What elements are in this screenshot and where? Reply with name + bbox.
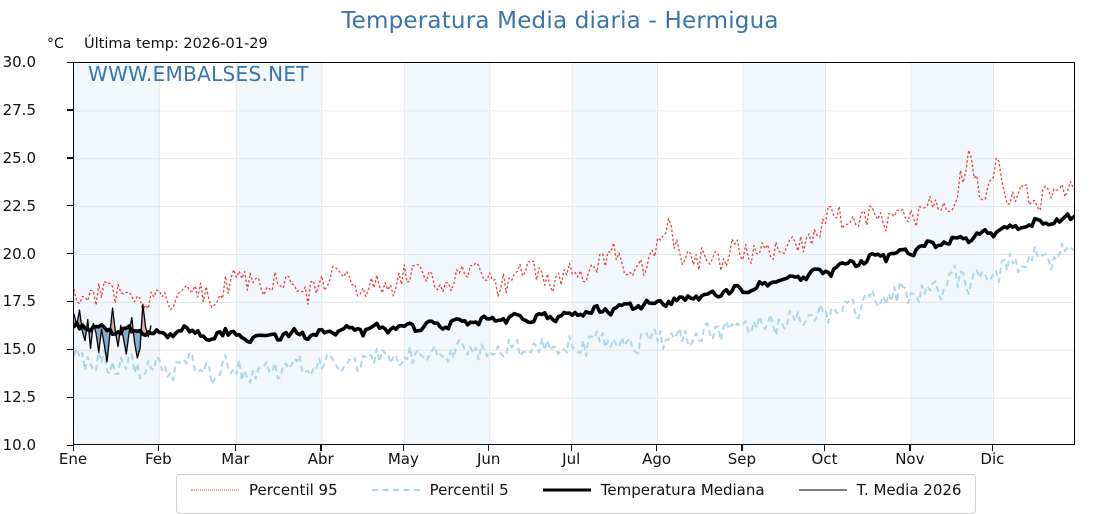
series-t-media-2026 (74, 303, 152, 363)
media-2026-line-icon (798, 483, 847, 497)
legend-label: Temperatura Mediana (600, 481, 765, 499)
x-axis-tick-label: Ago (642, 450, 672, 468)
x-axis-tick-mark (157, 445, 160, 451)
y-axis-tick-label: 10.0 (2, 436, 36, 454)
x-axis-tick-label: Sep (727, 450, 757, 468)
month-band (404, 63, 490, 444)
plot-area (73, 62, 1075, 445)
y-axis-tick-mark (67, 444, 73, 446)
x-axis-tick-label: Dic (980, 450, 1005, 468)
page-title: Temperatura Media diaria - Hermigua (341, 8, 779, 34)
legend-item-t-media-2026[interactable]: T. Media 2026 (798, 481, 962, 499)
y-axis-tick-label: 20.0 (2, 244, 36, 263)
y-axis-unit-label: °C (47, 36, 64, 52)
chart-legend: Percentil 95 Percentil 5 Temperatura Med… (176, 474, 976, 514)
y-axis-tick-mark (67, 348, 73, 351)
month-band (910, 63, 994, 444)
series-temperatura-mediana (74, 212, 1074, 345)
fill-below-median (123, 317, 132, 355)
x-axis-tick-label: Abr (307, 450, 334, 468)
last-temp-label: Última temp: 2026-01-29 (84, 36, 268, 52)
legend-item-percentil-95[interactable]: Percentil 95 (191, 481, 338, 499)
chart-screenshot: Temperatura Media diaria - Hermigua °C Ú… (2, 8, 1075, 514)
y-axis-tick-label: 25.0 (2, 148, 36, 167)
x-axis-tick-mark (741, 445, 743, 451)
series-percentil-5 (74, 242, 1074, 386)
y-axis-tick-label: 17.5 (2, 292, 36, 311)
y-axis-tick-mark (67, 109, 73, 111)
legend-label: T. Media 2026 (856, 481, 962, 499)
x-axis-tick-mark (824, 445, 826, 451)
fill-below-median (96, 308, 113, 362)
legend-item-percentil-5[interactable]: Percentil 5 (371, 481, 509, 499)
x-axis-tick-label: Feb (145, 450, 172, 468)
mediana-line-icon (542, 483, 591, 497)
y-axis-tick-label: 12.5 (2, 388, 36, 407)
percentil-95-line-icon (191, 483, 239, 497)
x-axis-tick-mark (402, 445, 405, 451)
y-axis-tick-label: 22.5 (2, 196, 36, 215)
x-axis-tick-label: Jun (476, 450, 501, 468)
y-axis-tick-mark (67, 157, 73, 159)
y-axis-tick-mark (67, 396, 73, 398)
x-axis-tick-mark (488, 445, 490, 451)
y-axis-tick-label: 30.0 (2, 53, 36, 71)
legend-label: Percentil 95 (249, 481, 338, 499)
x-axis-tick-mark (656, 445, 658, 451)
y-axis-tick-label: 27.5 (2, 100, 36, 119)
x-axis-tick-mark (320, 445, 322, 451)
y-axis-tick-mark (67, 61, 73, 63)
x-axis-tick-label: Nov (895, 450, 925, 468)
x-axis-tick-label: Oct (811, 450, 838, 468)
x-axis-tick-label: Ene (58, 450, 88, 468)
y-axis-tick-label: 15.0 (2, 340, 36, 359)
y-axis-tick-mark (67, 205, 73, 207)
x-axis-tick-label: May (387, 450, 419, 468)
x-axis-tick-label: Mar (221, 450, 250, 468)
series-percentil-95 (74, 149, 1074, 312)
y-axis-tick-mark (67, 300, 73, 303)
y-axis-tick-mark (67, 253, 73, 255)
watermark: WWW.EMBALSES.NET (88, 62, 309, 86)
x-axis-tick-mark (570, 445, 573, 451)
x-axis-tick-mark (234, 445, 237, 451)
chart-canvas (74, 63, 1074, 444)
x-axis-tick-mark (909, 445, 911, 451)
x-axis-tick-mark (991, 445, 994, 451)
legend-item-temperatura-mediana[interactable]: Temperatura Mediana (542, 481, 765, 499)
legend-label: Percentil 5 (429, 481, 509, 499)
month-band (74, 63, 160, 444)
fill-above-median (142, 304, 149, 337)
percentil-5-line-icon (371, 483, 420, 497)
x-axis-tick-mark (72, 445, 74, 451)
x-axis-tick-label: Jul (562, 450, 581, 468)
month-band (236, 63, 322, 444)
